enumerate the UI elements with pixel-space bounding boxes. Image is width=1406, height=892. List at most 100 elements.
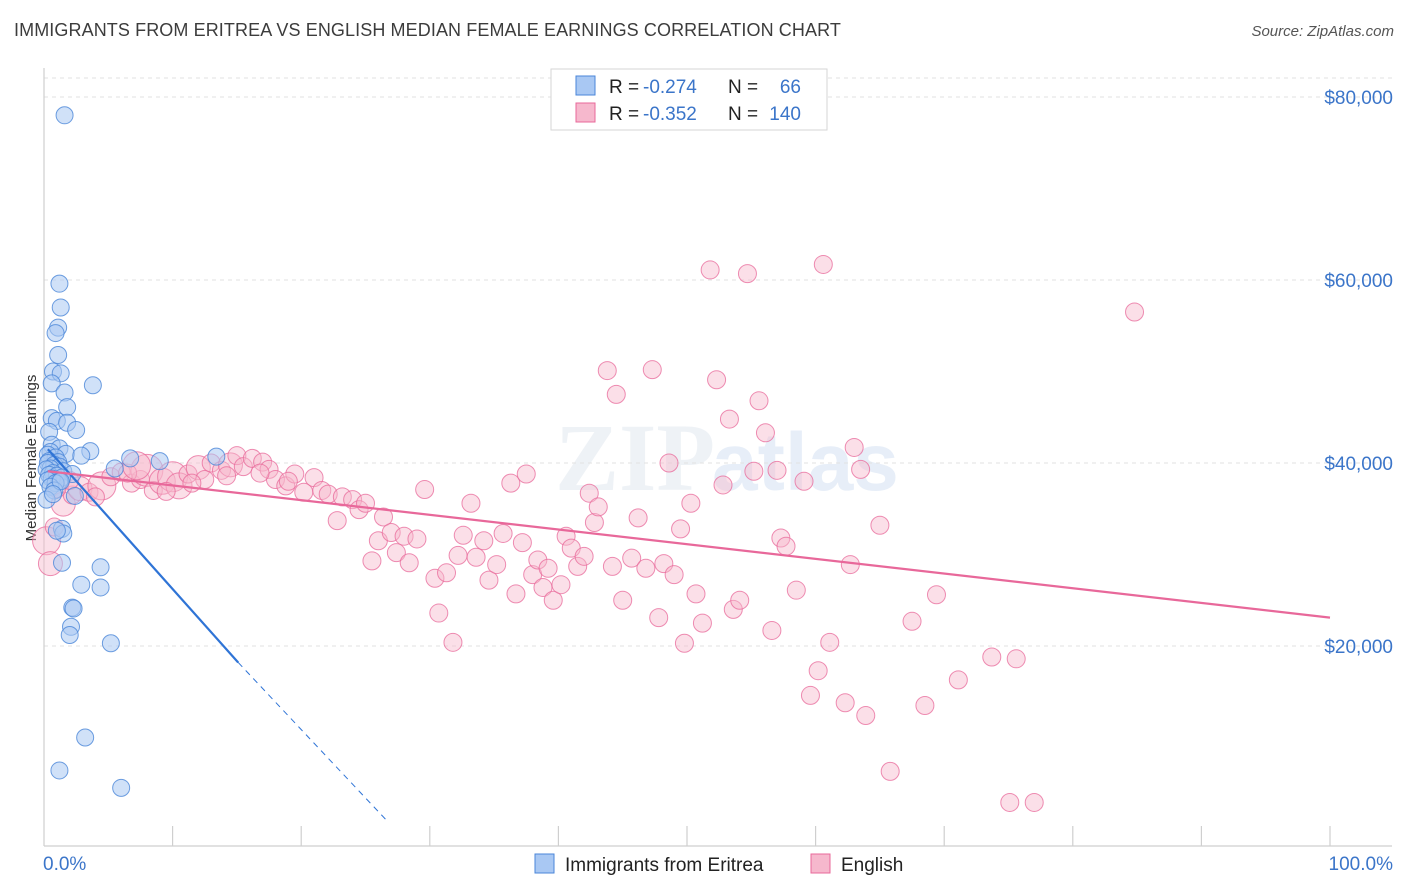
english-point bbox=[776, 536, 796, 556]
english-point bbox=[730, 590, 750, 610]
x-tick-label-min: 0.0% bbox=[43, 854, 86, 875]
english-point bbox=[506, 584, 526, 604]
english-point bbox=[474, 531, 494, 551]
english-point bbox=[926, 585, 946, 605]
english-point bbox=[707, 370, 727, 390]
english-point bbox=[719, 409, 739, 429]
english-point bbox=[407, 529, 427, 549]
y-axis-label: Median Female Earnings bbox=[23, 375, 40, 542]
english-point bbox=[982, 647, 1002, 667]
english-point bbox=[659, 453, 679, 473]
english-point bbox=[429, 603, 449, 623]
english-point bbox=[85, 487, 105, 507]
eritrea-point bbox=[91, 578, 110, 597]
english-point bbox=[242, 448, 262, 468]
legend-n-label-2: N = bbox=[728, 104, 758, 125]
english-point bbox=[737, 264, 757, 284]
english-point bbox=[443, 632, 463, 652]
english-point bbox=[453, 525, 473, 545]
english-point bbox=[448, 545, 468, 565]
english-point bbox=[636, 558, 656, 578]
english-point bbox=[686, 584, 706, 604]
eritrea-point bbox=[64, 599, 83, 618]
eritrea-point bbox=[42, 374, 61, 393]
eritrea-point bbox=[47, 521, 66, 540]
legend-n-value-2: 140 bbox=[769, 104, 801, 125]
eritrea-point bbox=[67, 421, 86, 440]
english-point bbox=[820, 632, 840, 652]
eritrea-point bbox=[72, 575, 91, 594]
english-point bbox=[749, 391, 769, 411]
english-point bbox=[285, 464, 305, 484]
eritrea-point bbox=[60, 626, 79, 645]
legend-r-label-2: R = bbox=[609, 104, 639, 125]
eritrea-point bbox=[76, 728, 95, 747]
english-point bbox=[674, 633, 694, 653]
english-point bbox=[700, 260, 720, 280]
english-point bbox=[501, 473, 521, 493]
english-point bbox=[681, 493, 701, 513]
watermark-zip: ZIP bbox=[555, 404, 715, 511]
english-point bbox=[844, 437, 864, 457]
eritrea-point bbox=[50, 274, 69, 293]
english-point bbox=[948, 670, 968, 690]
trend-lines bbox=[47, 448, 1331, 821]
english-point bbox=[415, 480, 435, 500]
eritrea-point bbox=[44, 485, 63, 504]
english-point bbox=[723, 599, 743, 619]
eritrea-point bbox=[121, 449, 140, 468]
eritrea-trend-line bbox=[47, 448, 240, 664]
english-point bbox=[692, 613, 712, 633]
eritrea-point bbox=[55, 106, 74, 125]
eritrea-point bbox=[65, 486, 84, 505]
english-point bbox=[813, 254, 833, 274]
eritrea-point bbox=[101, 634, 120, 653]
source-label: Source: ZipAtlas.com bbox=[1251, 23, 1394, 40]
english-point bbox=[649, 608, 669, 628]
stats-legend: R = -0.274 N = 66 R = -0.352 N = 140 bbox=[550, 68, 828, 131]
y-tick-label-20000: $20,000 bbox=[1324, 637, 1393, 658]
english-point bbox=[606, 384, 626, 404]
english-point bbox=[278, 471, 298, 491]
eritrea-point bbox=[105, 459, 124, 478]
english-point bbox=[516, 464, 536, 484]
legend-r-value-1: -0.274 bbox=[643, 77, 697, 98]
english-point bbox=[584, 512, 604, 532]
eritrea-point bbox=[112, 778, 131, 797]
english-point bbox=[713, 475, 733, 495]
english-point bbox=[800, 685, 820, 705]
y-tick-label-80000: $80,000 bbox=[1324, 88, 1393, 109]
y-tick-label-40000: $40,000 bbox=[1324, 454, 1393, 475]
english-point bbox=[856, 706, 876, 726]
english-trend-line bbox=[47, 470, 1331, 619]
english-point bbox=[227, 446, 247, 466]
eritrea-point bbox=[207, 447, 226, 466]
english-point bbox=[568, 556, 588, 576]
english-point bbox=[253, 452, 273, 472]
english-point bbox=[250, 463, 270, 483]
eritrea-point bbox=[150, 452, 169, 471]
eritrea-point bbox=[49, 346, 68, 365]
english-point bbox=[851, 459, 871, 479]
legend-n-label-1: N = bbox=[728, 77, 758, 98]
english-point bbox=[613, 590, 633, 610]
eritrea-point bbox=[51, 298, 70, 317]
eritrea-point bbox=[91, 558, 110, 577]
english-point bbox=[386, 543, 406, 563]
y-tick-labels: $20,000 $40,000 $60,000 $80,000 bbox=[1324, 88, 1393, 658]
english-point bbox=[399, 553, 419, 573]
english-point bbox=[767, 460, 787, 480]
eritrea-point bbox=[72, 446, 91, 465]
english-point bbox=[551, 575, 571, 595]
english-point bbox=[466, 547, 486, 567]
english-point bbox=[808, 661, 828, 681]
english-point bbox=[425, 568, 445, 588]
legend-r-label-1: R = bbox=[609, 77, 639, 98]
eritrea-trend-extension bbox=[237, 662, 387, 821]
english-point bbox=[493, 523, 513, 543]
eritrea-point bbox=[46, 324, 65, 343]
english-point bbox=[880, 761, 900, 781]
english-point bbox=[374, 507, 394, 527]
english-point bbox=[217, 466, 237, 486]
